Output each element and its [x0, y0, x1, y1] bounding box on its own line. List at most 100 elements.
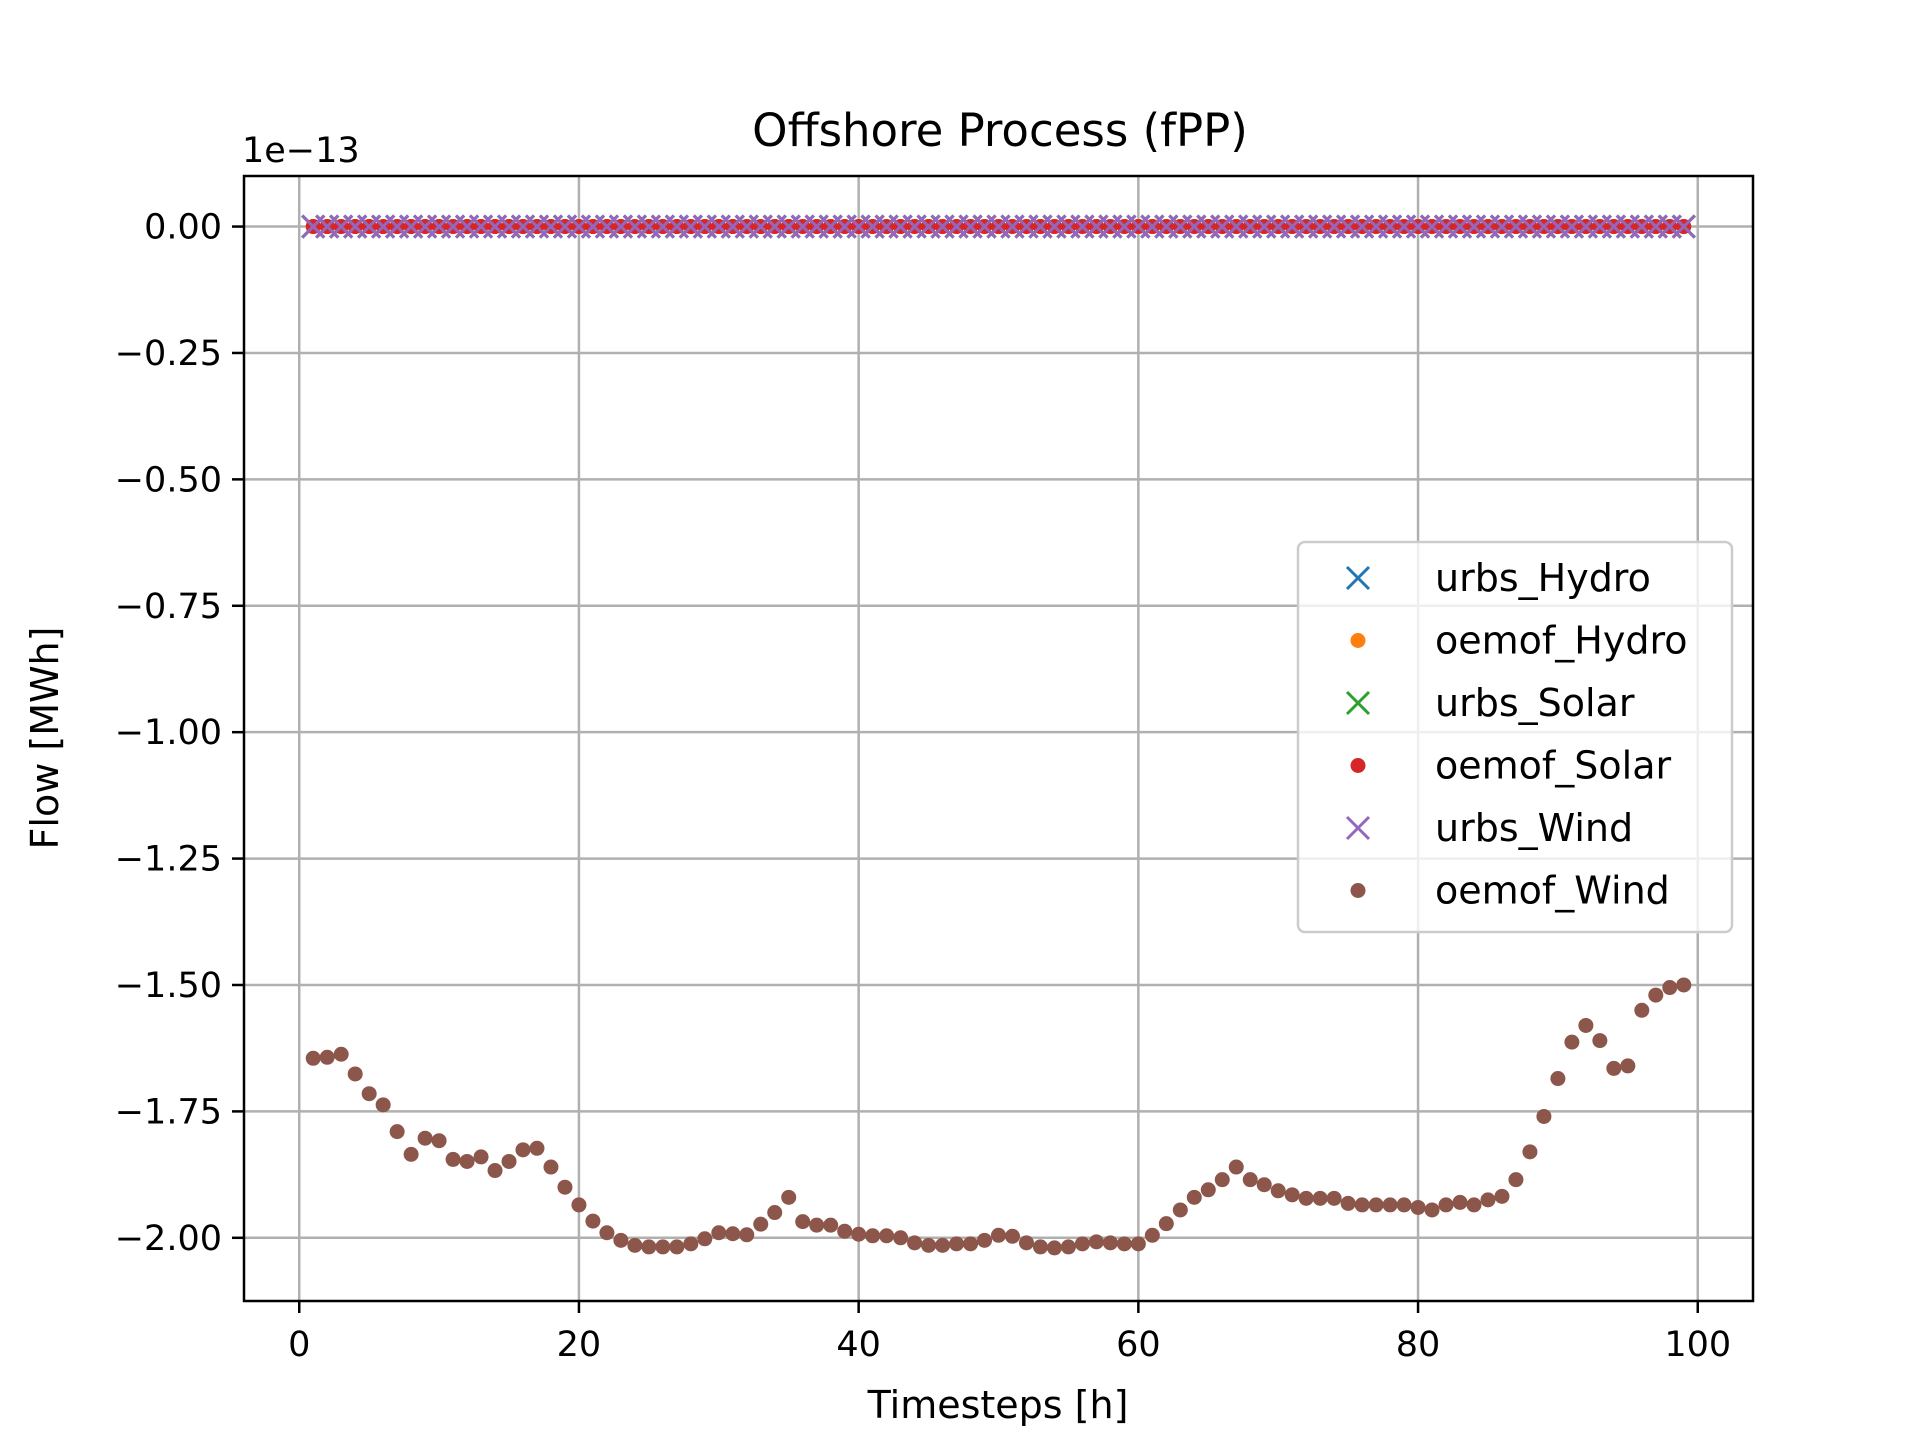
- legend-entry-oemof-solar: oemof_Solar: [1350, 744, 1671, 788]
- point-urbs-wind: [1671, 214, 1696, 239]
- point-oemof-wind: [1032, 1239, 1048, 1255]
- y-tick-label: −1.00: [115, 713, 222, 753]
- legend-marker-oemof-solar: [1350, 758, 1366, 773]
- series-urbs-wind: [301, 214, 1696, 239]
- point-oemof-wind: [1424, 1202, 1440, 1218]
- point-oemof-wind: [1298, 1190, 1314, 1206]
- point-oemof-wind: [361, 1086, 377, 1102]
- y-tick-label: −1.50: [115, 966, 222, 1006]
- legend-entry-urbs-wind: urbs_Wind: [1345, 806, 1633, 850]
- point-oemof-wind: [1410, 1199, 1426, 1215]
- legend-label-urbs-wind: urbs_Wind: [1435, 806, 1633, 850]
- legend-marker-urbs-solar-stroke: [1345, 690, 1371, 716]
- point-oemof-wind: [627, 1237, 643, 1253]
- x-tick-label: 100: [1664, 1325, 1731, 1365]
- legend-entry-urbs-hydro: urbs_Hydro: [1345, 556, 1651, 600]
- point-oemof-wind: [333, 1046, 349, 1062]
- y-tick-label: −0.25: [115, 334, 222, 374]
- point-oemof-wind: [319, 1049, 335, 1065]
- x-tick-label: 0: [288, 1325, 310, 1365]
- legend-entry-oemof-hydro: oemof_Hydro: [1350, 619, 1688, 663]
- point-oemof-wind: [809, 1217, 825, 1233]
- point-oemof-wind: [1480, 1192, 1496, 1208]
- point-oemof-wind: [697, 1231, 713, 1247]
- point-oemof-wind: [515, 1142, 531, 1158]
- legend-marker-oemof-hydro: [1350, 633, 1366, 648]
- point-oemof-wind: [557, 1179, 573, 1195]
- point-oemof-wind: [1452, 1194, 1468, 1210]
- point-oemof-wind: [1270, 1183, 1286, 1199]
- point-oemof-wind: [1102, 1235, 1118, 1251]
- point-oemof-wind: [1144, 1227, 1160, 1243]
- legend-label-oemof-solar: oemof_Solar: [1435, 744, 1671, 788]
- y-axis-label: Flow [MWh]: [23, 627, 67, 850]
- point-oemof-wind: [1256, 1177, 1272, 1193]
- legend-marker-urbs-solar: [1345, 690, 1371, 716]
- point-oemof-wind: [543, 1159, 559, 1175]
- point-oemof-wind: [585, 1213, 601, 1229]
- point-oemof-wind: [781, 1189, 797, 1205]
- point-oemof-wind: [1242, 1172, 1258, 1188]
- point-oemof-wind: [935, 1237, 951, 1253]
- point-oemof-wind: [1592, 1033, 1608, 1049]
- legend-box: [1296, 540, 1734, 934]
- data-points: [301, 214, 1696, 1256]
- point-oemof-wind: [1382, 1197, 1398, 1213]
- point-oemof-wind: [599, 1225, 615, 1241]
- y-offset-label: 1e−13: [242, 131, 360, 171]
- point-oemof-wind: [487, 1163, 503, 1179]
- legend-label-oemof-hydro: oemof_Hydro: [1435, 619, 1688, 663]
- x-tick-label: 20: [557, 1325, 602, 1365]
- point-oemof-wind: [1508, 1172, 1524, 1188]
- point-oemof-wind: [431, 1133, 447, 1149]
- point-oemof-wind: [1522, 1144, 1538, 1160]
- legend-label-oemof-wind: oemof_Wind: [1435, 869, 1670, 913]
- y-tick-label: −1.25: [115, 840, 222, 880]
- point-oemof-wind: [1074, 1236, 1090, 1252]
- point-oemof-wind: [1564, 1034, 1580, 1050]
- plot-frame: [242, 174, 1755, 1303]
- legend-entry-urbs-solar: urbs_Solar: [1345, 681, 1635, 725]
- point-oemof-wind: [1536, 1108, 1552, 1124]
- point-urbs-wind-stroke: [1671, 214, 1696, 239]
- legend-label-urbs-hydro: urbs_Hydro: [1435, 556, 1651, 600]
- y-tick-label: 0.00: [144, 208, 222, 248]
- point-oemof-wind: [1368, 1197, 1384, 1213]
- point-oemof-wind: [823, 1217, 839, 1233]
- point-oemof-wind: [683, 1236, 699, 1252]
- point-oemof-wind: [1186, 1189, 1202, 1205]
- point-oemof-wind: [1312, 1190, 1328, 1206]
- legend-marker-urbs-hydro-stroke: [1345, 565, 1371, 591]
- point-oemof-wind: [949, 1236, 965, 1252]
- point-oemof-wind: [1200, 1182, 1216, 1198]
- y-tick-label: −0.50: [115, 460, 222, 500]
- point-oemof-wind: [1214, 1172, 1230, 1188]
- point-oemof-wind: [921, 1237, 937, 1253]
- series-oemof-wind: [305, 977, 1692, 1256]
- point-oemof-wind: [403, 1146, 419, 1162]
- point-oemof-wind: [977, 1232, 993, 1248]
- point-oemof-wind: [445, 1151, 461, 1167]
- point-oemof-wind: [1116, 1236, 1132, 1252]
- point-oemof-wind: [1130, 1236, 1146, 1252]
- point-oemof-wind: [1466, 1197, 1482, 1213]
- x-tick-label: 80: [1396, 1325, 1441, 1365]
- legend: urbs_Hydro oemof_Hydro urbs_Solar oemof_Sol…: [1296, 540, 1734, 934]
- point-oemof-wind: [347, 1066, 363, 1082]
- legend-marker-urbs-wind-stroke: [1345, 815, 1371, 841]
- point-oemof-wind: [907, 1235, 923, 1251]
- point-oemof-wind: [865, 1228, 881, 1244]
- legend-marker-oemof-wind: [1350, 883, 1366, 898]
- x-tick-label: 40: [836, 1325, 881, 1365]
- point-oemof-wind: [753, 1216, 769, 1232]
- point-oemof-wind: [1550, 1071, 1566, 1087]
- y-tick-label: −1.75: [115, 1092, 222, 1132]
- point-oemof-wind: [963, 1236, 979, 1252]
- point-oemof-wind: [389, 1124, 405, 1140]
- point-oemof-wind: [1284, 1187, 1300, 1203]
- point-oemof-wind: [305, 1050, 321, 1066]
- point-oemof-wind: [739, 1227, 755, 1243]
- point-oemof-wind: [501, 1153, 517, 1169]
- legend-entry-oemof-wind: oemof_Wind: [1350, 869, 1670, 913]
- point-oemof-wind: [571, 1197, 587, 1213]
